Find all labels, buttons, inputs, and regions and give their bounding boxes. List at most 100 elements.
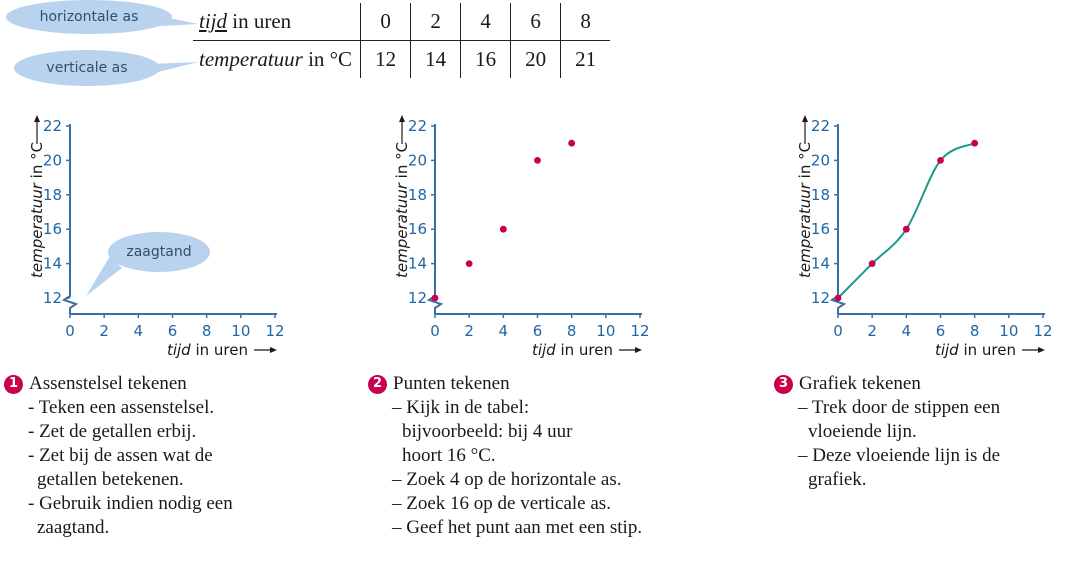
x-axis-label: tijd in uren <box>167 341 248 359</box>
y-tick-label: 20 <box>811 151 830 169</box>
sawtooth-bubble-text: zaagtand <box>126 244 192 260</box>
list-item: – Zoek 16 op de verticale as. <box>392 493 611 514</box>
vertical-axis-bubble: verticale as <box>14 50 160 86</box>
x-axis-arrowhead <box>635 347 642 353</box>
x-tick-label: 10 <box>999 322 1018 340</box>
data-point <box>937 157 944 164</box>
x-tick-label: 10 <box>231 322 250 340</box>
sawtooth-bubble: zaagtand <box>108 232 210 272</box>
y-axis-label: temperatuur in °C <box>796 142 814 278</box>
table-row-temperature: temperatuur in °C 12 14 16 20 21 <box>193 40 611 78</box>
horizontal-bubble-tail <box>160 16 198 26</box>
y-axis-arrowhead <box>399 115 405 122</box>
chart-points: 12 14 16 18 20 22 0 2 4 6 8 10 12 temperatuur in °C ti… <box>393 115 650 359</box>
x-tick-label: 8 <box>202 322 212 340</box>
x-tick-label: 8 <box>567 322 577 340</box>
table-cell: 4 <box>460 3 511 41</box>
y-tick-label: 18 <box>43 186 62 204</box>
y-axis-line <box>829 124 847 314</box>
list-item: getallen betekenen. <box>37 469 184 490</box>
list-item: – Zoek 4 op de horizontale as. <box>392 469 622 490</box>
data-point <box>868 260 876 267</box>
data-point <box>568 139 576 147</box>
x-tick-label: 0 <box>833 322 843 340</box>
horizontal-axis-bubble-text: horizontale as <box>39 9 139 25</box>
step-title: Grafiek tekenen <box>799 373 921 394</box>
x-axis-arrowhead <box>270 347 277 353</box>
chart-axes-only: 12 14 16 18 20 22 0 2 4 6 8 10 12 temperatuur in °C ti… <box>28 115 285 359</box>
y-axis-label: temperatuur in °C <box>393 142 411 278</box>
y-tick-label: 20 <box>408 151 427 169</box>
x-tick-label: 12 <box>265 322 284 340</box>
y-tick-label: 16 <box>408 220 427 238</box>
y-tick-label: 18 <box>811 186 830 204</box>
data-point <box>499 225 507 233</box>
data-table: tijd in uren 0 2 4 6 8 temperatuur in °C… <box>193 3 611 78</box>
sawtooth-bubble-tail <box>86 256 122 296</box>
data-point <box>834 294 842 302</box>
y-axis-line <box>61 124 79 314</box>
table-cell: 16 <box>460 40 511 78</box>
list-item: - Teken een assenstelsel. <box>28 397 215 418</box>
data-point <box>971 139 979 147</box>
list-item: – Trek door de stippen een <box>798 397 1001 418</box>
y-tick-label: 22 <box>811 117 830 135</box>
x-tick-label: 8 <box>970 322 980 340</box>
list-item: - Zet bij de assen wat de <box>28 445 213 466</box>
y-tick-label: 22 <box>43 117 62 135</box>
step-number-badge: 3 <box>774 374 793 394</box>
x-tick-label: 12 <box>630 322 649 340</box>
data-point <box>465 260 473 267</box>
table-cell: 21 <box>560 40 611 78</box>
x-tick-label: 12 <box>1033 322 1052 340</box>
table-cell: 8 <box>560 3 611 41</box>
y-tick-label: 18 <box>408 186 427 204</box>
x-tick-label: 6 <box>533 322 543 340</box>
x-tick-label: 10 <box>596 322 615 340</box>
data-point <box>431 294 439 302</box>
x-axis-label: tijd in uren <box>935 341 1016 359</box>
table-cell: 20 <box>510 40 561 78</box>
x-tick-label: 0 <box>430 322 440 340</box>
y-tick-label: 16 <box>43 220 62 238</box>
y-axis-line <box>426 124 444 314</box>
step-list: – Kijk in de tabel: bijvoorbeeld: bij 4 … <box>368 396 642 540</box>
y-axis-label: temperatuur in °C <box>28 142 46 278</box>
list-item: zaagtand. <box>37 517 110 538</box>
y-tick-label: 22 <box>408 117 427 135</box>
table-label-time: tijd in uren <box>193 3 361 41</box>
x-tick-label: 4 <box>134 322 144 340</box>
list-item: vloeiende lijn. <box>808 421 917 442</box>
step-list: - Teken een assenstelsel. - Zet de getal… <box>4 396 233 540</box>
list-item: – Deze vloeiende lijn is de <box>798 445 1001 466</box>
y-tick-label: 12 <box>408 289 427 307</box>
x-tick-label: 6 <box>936 322 946 340</box>
step-title: Punten tekenen <box>393 373 510 394</box>
x-axis-label: tijd in uren <box>532 341 613 359</box>
data-point <box>534 157 541 164</box>
x-tick-label: 2 <box>867 322 877 340</box>
y-tick-label: 14 <box>408 255 427 273</box>
series-line <box>837 142 976 299</box>
list-item: - Gebruik indien nodig een <box>28 493 233 514</box>
x-axis-arrowhead <box>1038 347 1045 353</box>
table-label-temperature: temperatuur in °C <box>199 47 353 71</box>
table-cell: 2 <box>410 3 461 41</box>
list-item: grafiek. <box>808 469 867 490</box>
table-cell: 6 <box>510 3 561 41</box>
list-item: hoort 16 °C. <box>402 445 496 466</box>
x-tick-label: 4 <box>499 322 509 340</box>
step-title: Assenstelsel tekenen <box>29 373 187 394</box>
list-item: bijvoorbeeld: bij 4 uur <box>402 421 573 442</box>
step-3: 3 Grafiek tekenen – Trek door de stippen … <box>774 372 1000 492</box>
step-number-badge: 2 <box>368 374 387 394</box>
data-point <box>902 225 910 233</box>
table-row-time: tijd in uren 0 2 4 6 8 <box>193 3 611 41</box>
x-tick-label: 0 <box>65 322 75 340</box>
y-tick-label: 14 <box>43 255 62 273</box>
y-tick-label: 20 <box>43 151 62 169</box>
x-tick-label: 6 <box>168 322 178 340</box>
y-tick-label: 16 <box>811 220 830 238</box>
list-item: - Zet de getallen erbij. <box>28 421 197 442</box>
y-tick-label: 14 <box>811 255 830 273</box>
